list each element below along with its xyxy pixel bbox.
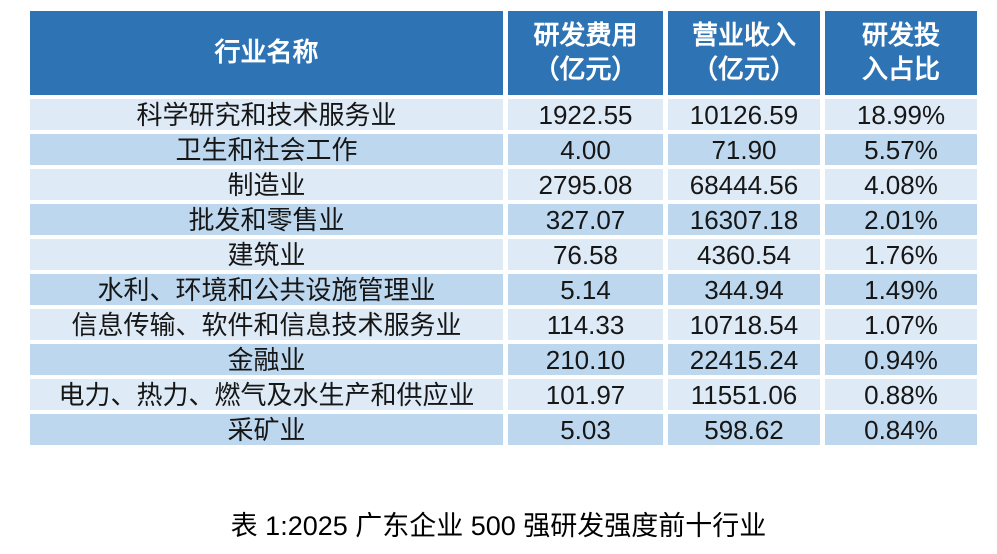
rd-ratio-cell: 1.07%	[825, 309, 977, 340]
rd-expense-cell: 327.07	[508, 204, 663, 235]
col-header-rd-ratio: 研发投 入占比	[825, 11, 977, 95]
rd-ratio-cell: 1.49%	[825, 274, 977, 305]
industry-cell: 卫生和社会工作	[30, 134, 503, 165]
revenue-cell: 22415.24	[668, 344, 820, 375]
industry-cell: 金融业	[30, 344, 503, 375]
industry-cell: 科学研究和技术服务业	[30, 99, 503, 130]
industry-cell: 制造业	[30, 169, 503, 200]
rd-expense-cell: 210.10	[508, 344, 663, 375]
rd-industry-table: 行业名称 研发费用 （亿元） 营业收入 （亿元） 研发投 入占比 科学研究和技术…	[30, 11, 977, 445]
rd-expense-cell: 1922.55	[508, 99, 663, 130]
rd-ratio-cell: 4.08%	[825, 169, 977, 200]
rd-expense-cell: 2795.08	[508, 169, 663, 200]
rd-expense-cell: 5.14	[508, 274, 663, 305]
revenue-cell: 71.90	[668, 134, 820, 165]
col-header-revenue: 营业收入 （亿元）	[668, 11, 820, 95]
revenue-cell: 4360.54	[668, 239, 820, 270]
rd-ratio-cell: 0.84%	[825, 414, 977, 445]
industry-cell: 建筑业	[30, 239, 503, 270]
rd-ratio-cell: 0.88%	[825, 379, 977, 410]
industry-cell: 电力、热力、燃气及水生产和供应业	[30, 379, 503, 410]
rd-expense-cell: 101.97	[508, 379, 663, 410]
industry-cell: 水利、环境和公共设施管理业	[30, 274, 503, 305]
rd-ratio-cell: 5.57%	[825, 134, 977, 165]
rd-ratio-cell: 18.99%	[825, 99, 977, 130]
rd-ratio-cell: 0.94%	[825, 344, 977, 375]
rd-ratio-cell: 2.01%	[825, 204, 977, 235]
rd-expense-cell: 5.03	[508, 414, 663, 445]
industry-cell: 采矿业	[30, 414, 503, 445]
industry-cell: 信息传输、软件和信息技术服务业	[30, 309, 503, 340]
rd-expense-cell: 76.58	[508, 239, 663, 270]
revenue-cell: 344.94	[668, 274, 820, 305]
rd-expense-cell: 4.00	[508, 134, 663, 165]
revenue-cell: 16307.18	[668, 204, 820, 235]
industry-cell: 批发和零售业	[30, 204, 503, 235]
revenue-cell: 68444.56	[668, 169, 820, 200]
col-header-industry: 行业名称	[30, 11, 503, 95]
col-header-rd-expense: 研发费用 （亿元）	[508, 11, 663, 95]
rd-expense-cell: 114.33	[508, 309, 663, 340]
revenue-cell: 10718.54	[668, 309, 820, 340]
table-caption: 表 1:2025 广东企业 500 强研发强度前十行业	[230, 511, 767, 541]
revenue-cell: 598.62	[668, 414, 820, 445]
rd-ratio-cell: 1.76%	[825, 239, 977, 270]
revenue-cell: 11551.06	[668, 379, 820, 410]
revenue-cell: 10126.59	[668, 99, 820, 130]
